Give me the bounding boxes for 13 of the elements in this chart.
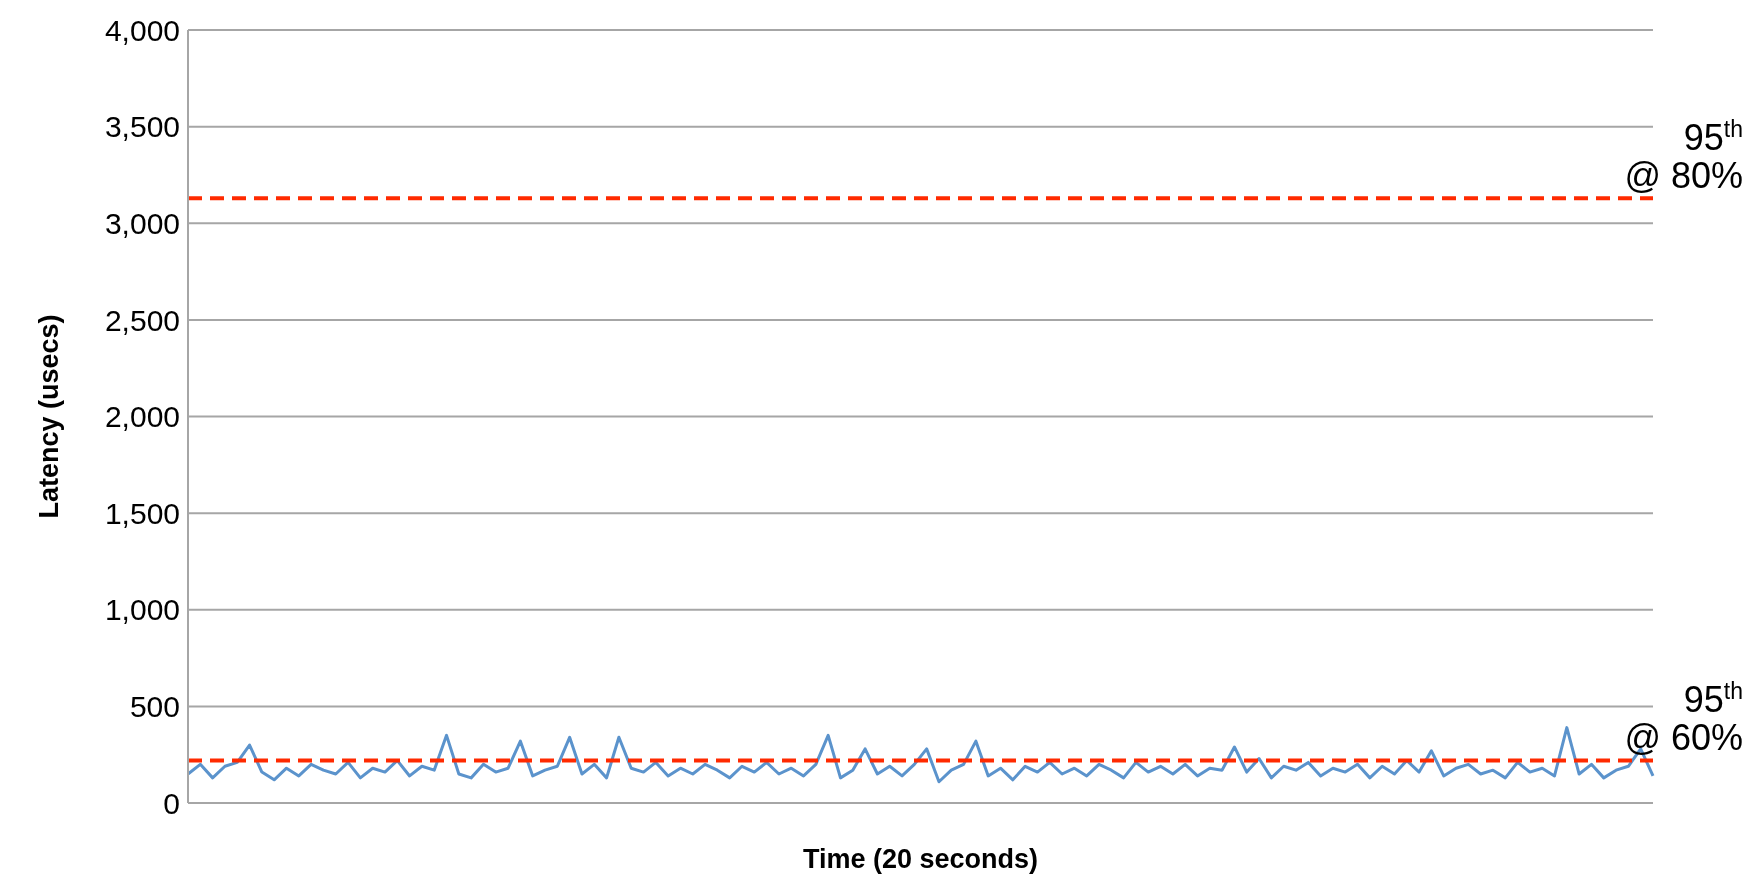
- y-tick-label: 1,000: [104, 593, 180, 627]
- y-tick-label: 2,500: [104, 303, 180, 337]
- y-tick-label: 3,000: [104, 206, 180, 240]
- y-tick-label: 4,000: [104, 13, 180, 47]
- y-axis-title: Latency (usecs): [33, 314, 64, 519]
- ref-line-label: 95$^{th}$ @ 60%: [1624, 678, 1743, 759]
- y-tick-label: 2,000: [104, 400, 180, 434]
- y-tick-label: 500: [129, 690, 180, 724]
- y-tick-label: 1,500: [104, 496, 180, 530]
- x-axis-title: Time (20 seconds): [802, 844, 1039, 874]
- ref-line-label: 95$^{th}$ @ 80%: [1624, 116, 1743, 197]
- y-tick-label: 3,500: [104, 110, 180, 144]
- y-tick-label: 0: [163, 786, 180, 820]
